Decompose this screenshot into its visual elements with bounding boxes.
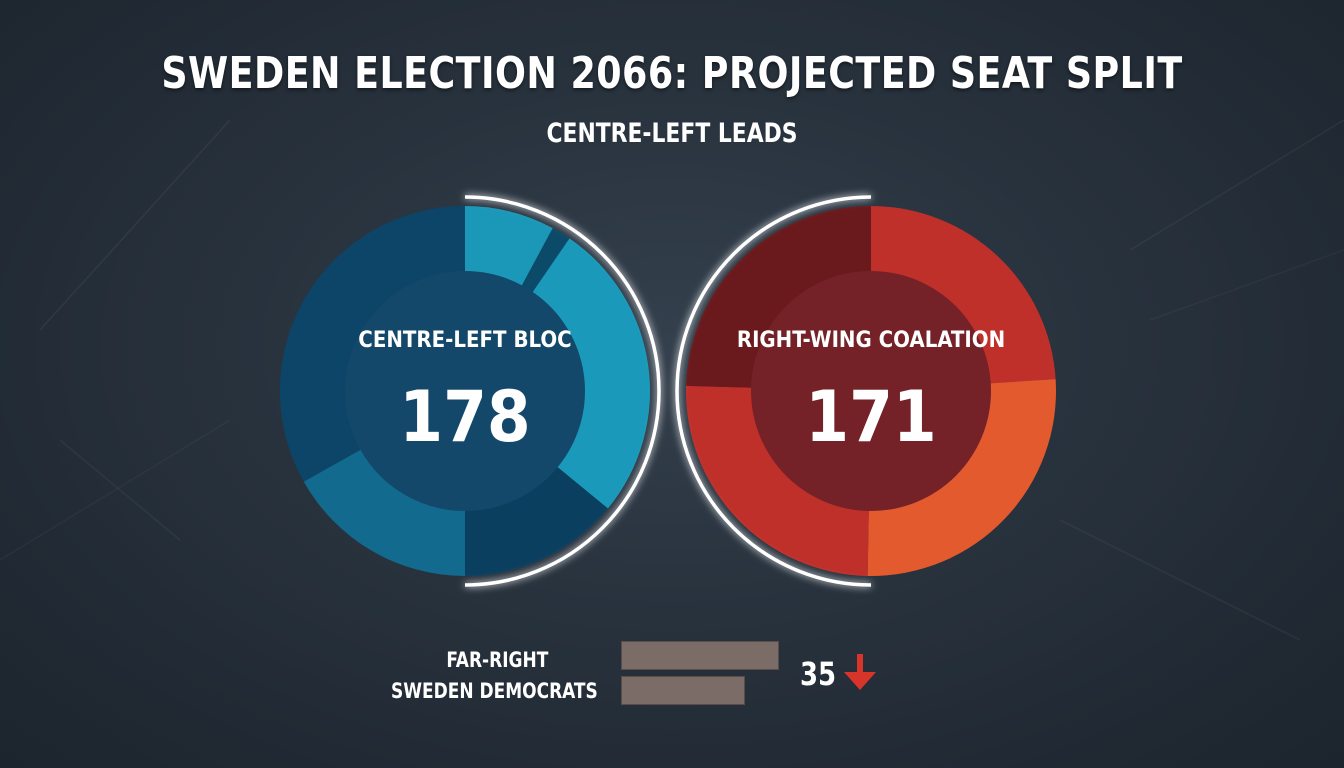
right-wing-label: RIGHT-WING COALATION: [737, 328, 1005, 353]
centre-left-highlight-ring: [464, 195, 661, 587]
down-arrow-icon: [844, 654, 876, 690]
right-wing-center-disc: [751, 271, 991, 511]
bar-sweden-democrats: [621, 676, 745, 705]
centre-left-center-disc: [345, 271, 585, 511]
bar-far-right: [621, 641, 779, 670]
bar-value-label: 35: [800, 655, 837, 693]
chart-subtitle: CENTRE-LEFT LEADS: [546, 118, 798, 149]
centre-left-label: CENTRE-LEFT BLOC: [358, 328, 571, 353]
bar-label-sweden-democrats: SWEDEN DEMOCRATS: [391, 679, 598, 703]
centre-left-donut: CENTRE-LEFT BLOC 178: [280, 195, 661, 587]
bar-label-far-right: FAR-RIGHT: [446, 648, 548, 672]
chart-title: SWEDEN ELECTION 2066: PROJECTED SEAT SPL…: [161, 48, 1183, 99]
right-wing-total: 171: [805, 376, 936, 458]
centre-left-total: 178: [399, 376, 530, 458]
right-wing-donut: RIGHT-WING COALATION 171: [675, 195, 1056, 587]
right-wing-highlight-ring: [675, 195, 872, 587]
